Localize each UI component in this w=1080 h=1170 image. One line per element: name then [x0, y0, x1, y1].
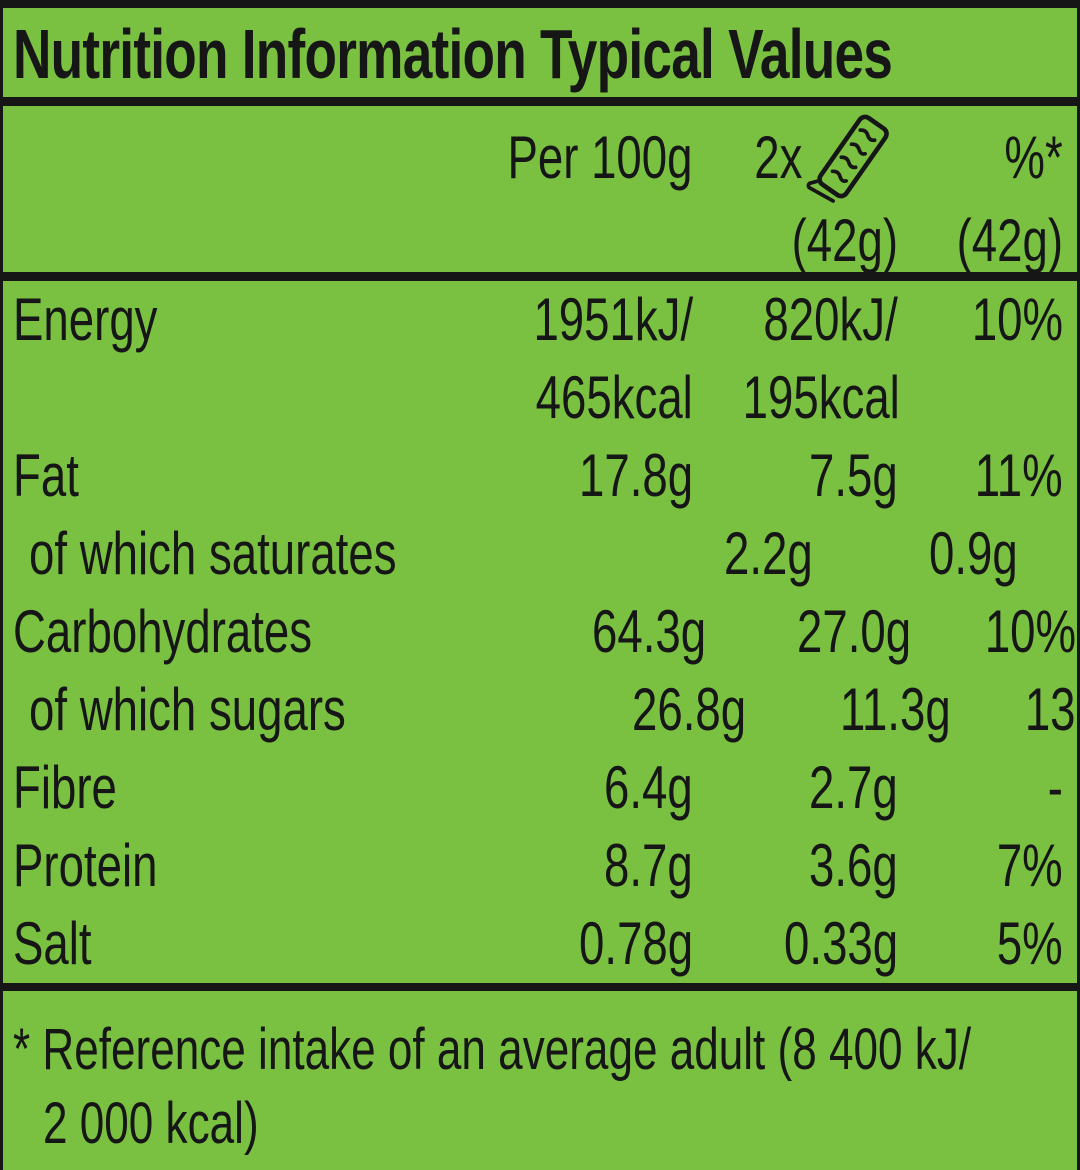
divider-above-footnote [3, 983, 1077, 991]
value-percent-ri: 5% [1018, 515, 1077, 593]
column-header-percent-ri: %* [1004, 124, 1063, 191]
value-per-serving: 7.5g [809, 442, 898, 509]
value-per-serving: 820kJ/ 195kcal [742, 286, 900, 431]
divider-under-title [3, 97, 1077, 106]
value-per-serving: 0.33g [783, 910, 898, 977]
value-per-serving: 27.0g [797, 598, 912, 665]
percent-weight: (42g) [956, 207, 1063, 274]
value-percent-ri: 10% [971, 286, 1063, 353]
value-percent-ri: 5% [997, 910, 1063, 977]
nutrient-name: Carbohydrates [13, 598, 313, 665]
value-per-100g: 17.8g [578, 442, 693, 509]
row-fibre: Fibre 6.4g 2.7g - [3, 749, 1077, 827]
nutrient-name: Energy [13, 286, 158, 353]
row-sugars: of which sugars 26.8g 11.3g 13% [3, 671, 1077, 749]
row-carbohydrates: Carbohydrates 64.3g 27.0g 10% [3, 593, 1077, 671]
value-per-serving: 11.3g [840, 676, 951, 743]
nutrient-name: Fibre [13, 754, 117, 821]
value-per-serving: 3.6g [809, 832, 898, 899]
nutrient-name: Salt [13, 910, 92, 977]
value-percent-ri: 13% [1024, 676, 1077, 743]
table-header-subrow: (42g) (42g) [3, 210, 1077, 272]
nutrient-name: Fat [13, 442, 79, 509]
value-per-100g: 0.78g [578, 910, 693, 977]
serving-weight: (42g) [791, 207, 898, 274]
row-protein: Protein 8.7g 3.6g 7% [3, 827, 1077, 905]
value-per-100g: 8.7g [604, 832, 693, 899]
value-per-serving: 0.9g [928, 520, 1018, 587]
serving-multiplier: 2x [753, 124, 802, 191]
nutrient-name: of which sugars [29, 676, 346, 743]
column-header-per-serving: 2x [693, 106, 898, 210]
nutrient-name: Protein [13, 832, 158, 899]
row-energy: Energy 1951kJ/ 465kcal 820kJ/ 195kcal 10… [3, 281, 1077, 437]
value-percent-ri: 11% [975, 442, 1063, 509]
page-title: Nutrition Information Typical Values [13, 15, 893, 93]
column-header-per-100g: Per 100g [507, 124, 693, 191]
value-per-serving: 2.7g [809, 754, 898, 821]
value-per-100g: 1951kJ/ 465kcal [533, 286, 693, 431]
value-percent-ri: 10% [985, 598, 1077, 665]
value-per-100g: 64.3g [592, 598, 707, 665]
divider-under-header [3, 272, 1077, 281]
table-header-row: Per 100g 2x %* [3, 106, 1077, 210]
snack-bar-icon [806, 114, 889, 203]
value-per-100g: 2.2g [723, 520, 813, 587]
value-per-100g: 6.4g [604, 754, 693, 821]
row-fat: Fat 17.8g 7.5g 11% [3, 437, 1077, 515]
footnote-line-1: * Reference intake of an average adult (… [13, 1017, 972, 1082]
value-percent-ri: 7% [997, 832, 1063, 899]
footnote-line-2: 2 000 kcal) [43, 1091, 259, 1156]
row-saturates: of which saturates 2.2g 0.9g 5% [3, 515, 1077, 593]
row-salt: Salt 0.78g 0.33g 5% [3, 905, 1077, 983]
value-percent-ri: - [1047, 754, 1063, 821]
nutrient-name: of which saturates [29, 520, 397, 587]
reference-intake-footnote: * Reference intake of an average adult (… [3, 991, 1077, 1161]
value-per-100g: 26.8g [631, 676, 746, 743]
header-spacer [13, 106, 393, 210]
label-title-band: Nutrition Information Typical Values [3, 8, 1077, 97]
